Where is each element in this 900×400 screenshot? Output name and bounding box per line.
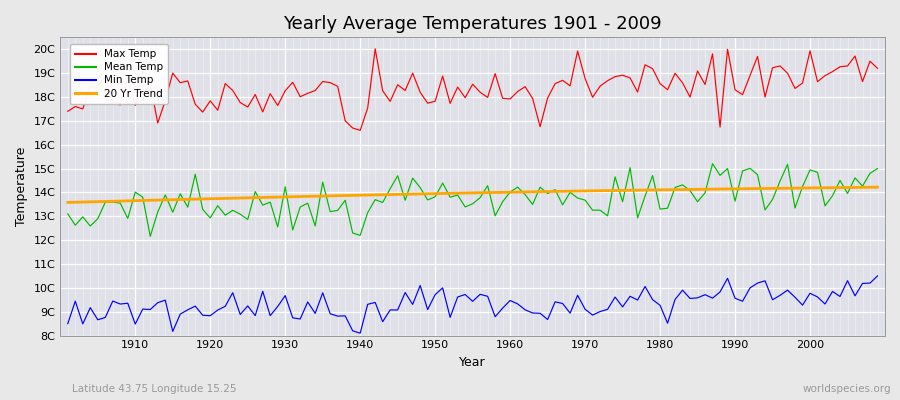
Text: worldspecies.org: worldspecies.org [803, 384, 891, 394]
Y-axis label: Temperature: Temperature [15, 147, 28, 226]
Title: Yearly Average Temperatures 1901 - 2009: Yearly Average Temperatures 1901 - 2009 [284, 15, 662, 33]
X-axis label: Year: Year [459, 356, 486, 369]
Legend: Max Temp, Mean Temp, Min Temp, 20 Yr Trend: Max Temp, Mean Temp, Min Temp, 20 Yr Tre… [69, 44, 168, 104]
Text: Latitude 43.75 Longitude 15.25: Latitude 43.75 Longitude 15.25 [72, 384, 237, 394]
